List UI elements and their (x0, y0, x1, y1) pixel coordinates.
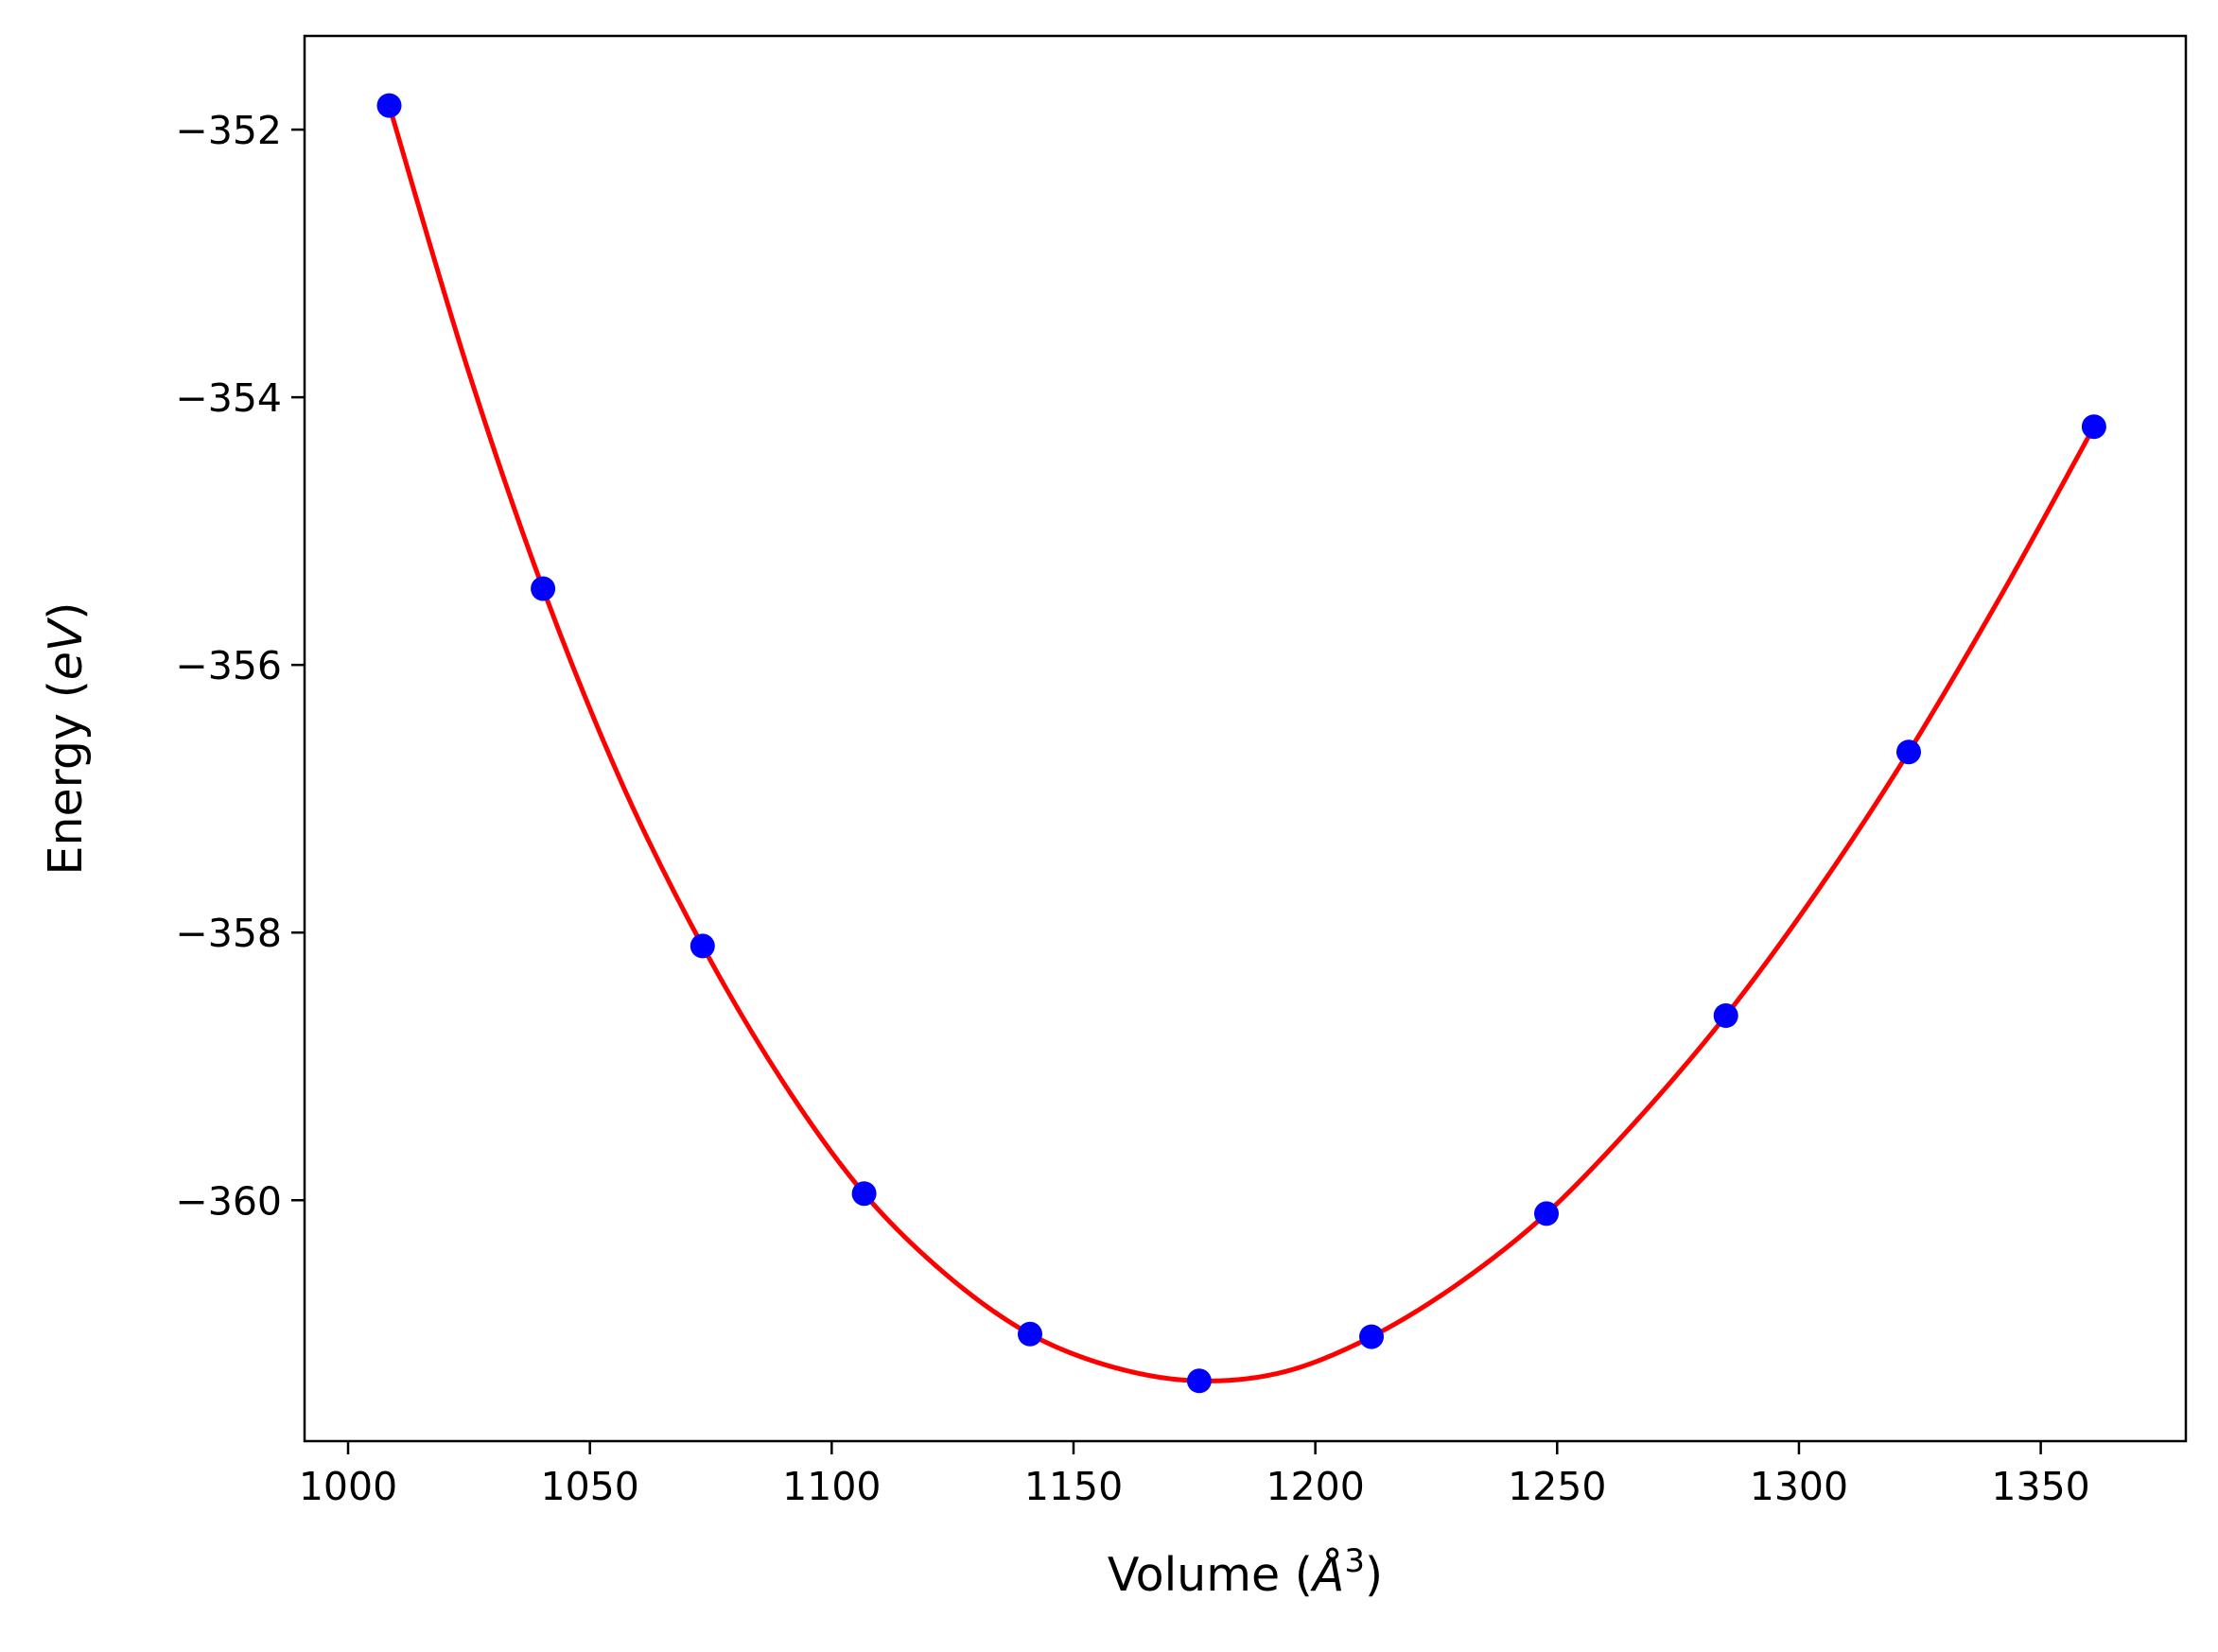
x-tick-label: 1000 (299, 1464, 397, 1509)
y-tick-label: −356 (175, 643, 282, 688)
x-tick-label: 1250 (1508, 1464, 1606, 1509)
y-axis-label-italic: eV (39, 617, 93, 680)
x-tick-label: 1300 (1750, 1464, 1848, 1509)
x-tick-label: 1200 (1266, 1464, 1364, 1509)
x-tick-label: 1150 (1024, 1464, 1123, 1509)
data-point (1186, 1368, 1212, 1394)
x-tick-label: 1100 (782, 1464, 881, 1509)
y-tick-label: −352 (175, 108, 282, 153)
x-tick-label: 1050 (541, 1464, 639, 1509)
data-point (1713, 1003, 1738, 1028)
data-point (1534, 1201, 1559, 1226)
y-axis-label: Energy (eV) (39, 601, 93, 875)
y-tick-label: −358 (175, 911, 282, 956)
data-point (2081, 414, 2106, 440)
data-point (690, 933, 715, 959)
y-tick-label: −354 (175, 375, 282, 421)
ticks: 1000 1050 1100 1150 1200 1250 1300 1350 −352 −354… (175, 108, 2089, 1509)
data-point (1896, 739, 1921, 765)
x-axis-label-prefix: Volume ( (1108, 1548, 1313, 1602)
x-axis-label-symbol: Å (1310, 1546, 1345, 1602)
y-tick-label: −360 (175, 1178, 282, 1224)
plot-area (376, 93, 2106, 1394)
data-point (1018, 1321, 1042, 1347)
data-point (851, 1181, 877, 1207)
y-axis-label-suffix: ) (39, 601, 93, 619)
axes-frame (303, 34, 2188, 1443)
data-point (376, 93, 402, 118)
x-tick-label: 1350 (1991, 1464, 2089, 1509)
x-axis-label-suffix: ) (1365, 1548, 1383, 1602)
x-axis-label-sup: 3 (1344, 1542, 1365, 1580)
fit-curve (387, 104, 2097, 1383)
x-axis-label: Volume (Å3) (1108, 1542, 1383, 1602)
data-point (1359, 1324, 1384, 1349)
y-axis-label-prefix: Energy ( (39, 680, 93, 875)
data-point (531, 576, 556, 601)
